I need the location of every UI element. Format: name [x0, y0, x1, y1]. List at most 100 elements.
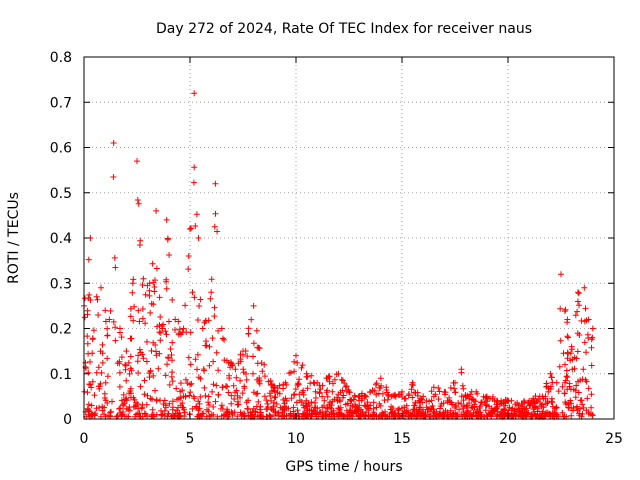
- data-point: [331, 376, 338, 383]
- data-point: [293, 352, 299, 359]
- data-point: [164, 361, 170, 368]
- data-point: [140, 275, 147, 282]
- data-point: [561, 308, 568, 315]
- data-point: [474, 412, 481, 419]
- data-point: [144, 392, 151, 399]
- data-point: [575, 289, 581, 296]
- data-point: [399, 388, 405, 395]
- data-point: [127, 305, 134, 312]
- data-point: [330, 407, 337, 414]
- data-point: [572, 387, 579, 394]
- data-point: [304, 373, 311, 380]
- data-point: [335, 391, 342, 398]
- data-point: [128, 335, 135, 342]
- data-point: [560, 350, 567, 357]
- data-point: [558, 271, 564, 278]
- data-point: [209, 335, 216, 342]
- data-point: [326, 378, 333, 385]
- data-point: [263, 397, 270, 404]
- data-point: [82, 364, 89, 370]
- y-tick-label: 0.5: [50, 186, 72, 202]
- data-point: [520, 398, 527, 404]
- data-point: [589, 325, 596, 332]
- data-point: [411, 412, 417, 419]
- data-point: [259, 368, 266, 375]
- data-point: [262, 373, 268, 380]
- data-point: [256, 406, 263, 413]
- data-point: [375, 390, 382, 397]
- data-point: [180, 325, 187, 332]
- data-point: [228, 400, 235, 407]
- data-point: [564, 386, 571, 393]
- data-point: [120, 402, 127, 409]
- data-point: [84, 333, 91, 340]
- data-point: [85, 401, 92, 408]
- data-point: [352, 408, 359, 415]
- data-point: [122, 366, 129, 373]
- data-point: [460, 397, 467, 404]
- data-point: [192, 356, 199, 363]
- data-point: [581, 318, 588, 325]
- data-point: [422, 410, 429, 416]
- data-point: [108, 408, 114, 415]
- data-point: [232, 366, 239, 373]
- data-point: [169, 398, 176, 405]
- data-point: [314, 379, 321, 386]
- data-point: [298, 364, 305, 371]
- data-point: [182, 376, 189, 383]
- data-point: [365, 405, 372, 412]
- data-point: [256, 375, 263, 382]
- data-point: [174, 396, 180, 403]
- data-point: [166, 381, 173, 388]
- data-point: [494, 408, 501, 415]
- data-point: [435, 396, 442, 403]
- data-point: [163, 331, 170, 338]
- data-point: [243, 376, 250, 383]
- data-point: [85, 295, 92, 302]
- data-point: [341, 380, 348, 387]
- data-point: [122, 396, 129, 403]
- data-point: [339, 394, 346, 401]
- data-point: [129, 280, 136, 287]
- data-point: [303, 370, 310, 377]
- data-point: [149, 260, 156, 267]
- data-point: [218, 402, 225, 409]
- data-point: [210, 358, 217, 365]
- data-point: [169, 357, 175, 364]
- data-point: [588, 344, 595, 351]
- data-point: [229, 361, 236, 368]
- data-point: [189, 289, 196, 296]
- data-point: [154, 323, 161, 330]
- data-point: [463, 403, 470, 410]
- data-point: [91, 411, 98, 418]
- data-point: [165, 354, 171, 361]
- data-point: [90, 327, 97, 334]
- data-point: [492, 407, 498, 414]
- data-point: [564, 355, 571, 362]
- data-point: [206, 362, 213, 369]
- data-point: [248, 316, 255, 323]
- data-point: [112, 337, 119, 344]
- data-point: [157, 314, 164, 320]
- data-point: [304, 412, 311, 419]
- data-point: [261, 361, 268, 368]
- data-point: [432, 412, 439, 419]
- data-point: [423, 397, 430, 404]
- data-point: [312, 408, 318, 415]
- data-point: [312, 388, 319, 395]
- data-point: [193, 211, 200, 218]
- data-point: [342, 383, 349, 390]
- data-point: [254, 390, 261, 397]
- data-point: [271, 394, 278, 401]
- data-point: [567, 397, 574, 404]
- data-point: [498, 400, 505, 407]
- data-point: [377, 375, 384, 382]
- data-point: [585, 385, 592, 392]
- data-point: [85, 369, 92, 376]
- data-point: [390, 411, 397, 418]
- data-point: [127, 365, 134, 372]
- data-point: [409, 394, 416, 401]
- data-point: [362, 392, 369, 399]
- data-point: [384, 389, 391, 396]
- data-point: [249, 408, 256, 415]
